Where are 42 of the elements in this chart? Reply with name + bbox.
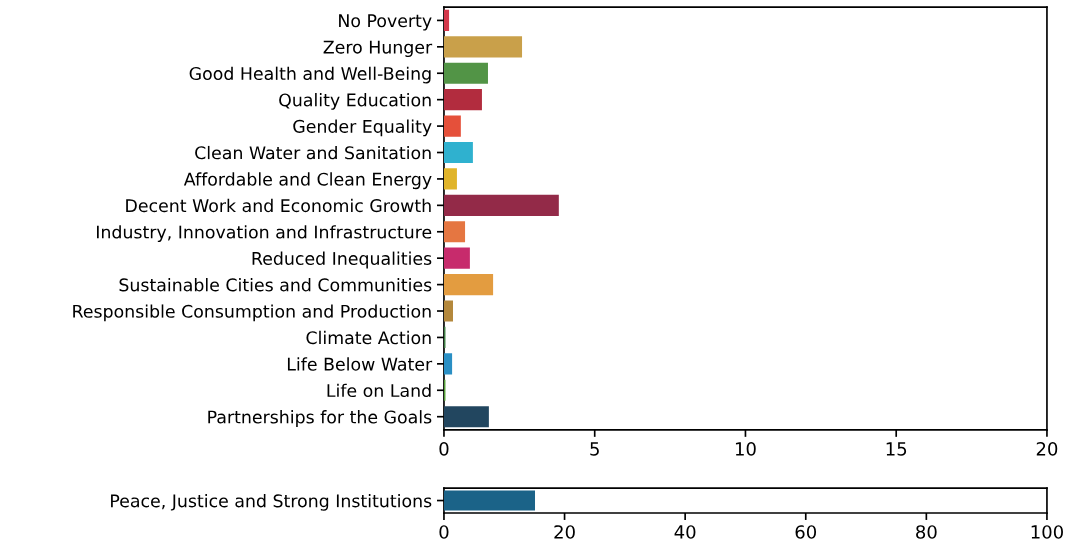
y-tick-label: Partnerships for the Goals [208,410,432,427]
bar [443,406,489,428]
y-tick-label: Good Health and Well-Being [189,66,431,84]
bar [443,115,461,137]
x-tick-label: 80 [916,525,937,539]
y-tick-label: Sustainable Cities and Communities [119,278,432,292]
bar [443,36,523,58]
bar [443,274,494,296]
x-tick-label: 15 [886,442,907,456]
bar [443,221,466,243]
x-tick-label: 100 [1031,525,1063,539]
y-tick-label: Industry, Innovation and Infrastructure [97,225,432,242]
x-tick-label: 0 [439,525,449,539]
y-tick-label: Decent Work and Economic Growth [126,198,431,213]
x-tick-label: 10 [735,442,756,456]
x-tick-label: 60 [795,525,817,539]
bar [443,89,482,111]
bar [443,247,470,269]
x-tick-label: 0 [439,442,449,456]
bar [443,194,559,216]
bar [443,9,450,31]
bar [443,168,457,190]
y-tick-label: Gender Equality [293,119,432,137]
bar [443,300,453,322]
y-tick-label: Affordable and Clean Energy [183,172,432,190]
y-tick-label: Life on Land [327,383,431,398]
y-tick-label: Reduced Inequalities [252,251,432,269]
y-tick-label: Peace, Justice and Strong Institutions [111,493,432,511]
x-tick-label: 5 [590,442,599,456]
bar [443,353,453,375]
x-tick-label: 40 [674,525,696,539]
y-tick-label: Zero Hunger [323,40,433,58]
y-tick-label: Clean Water and Sanitation [195,145,431,160]
y-tick-label: Quality Education [279,93,431,110]
x-tick-label: 20 [554,525,575,539]
y-tick-label: Responsible Consumption and Production [73,304,431,322]
y-tick-label: Life Below Water [287,357,433,371]
bar [443,62,488,84]
x-tick-label: 20 [1036,442,1058,456]
y-tick-label: No Poverty [339,14,432,31]
bar [443,141,473,164]
y-tick-label: Climate Action [306,330,431,345]
